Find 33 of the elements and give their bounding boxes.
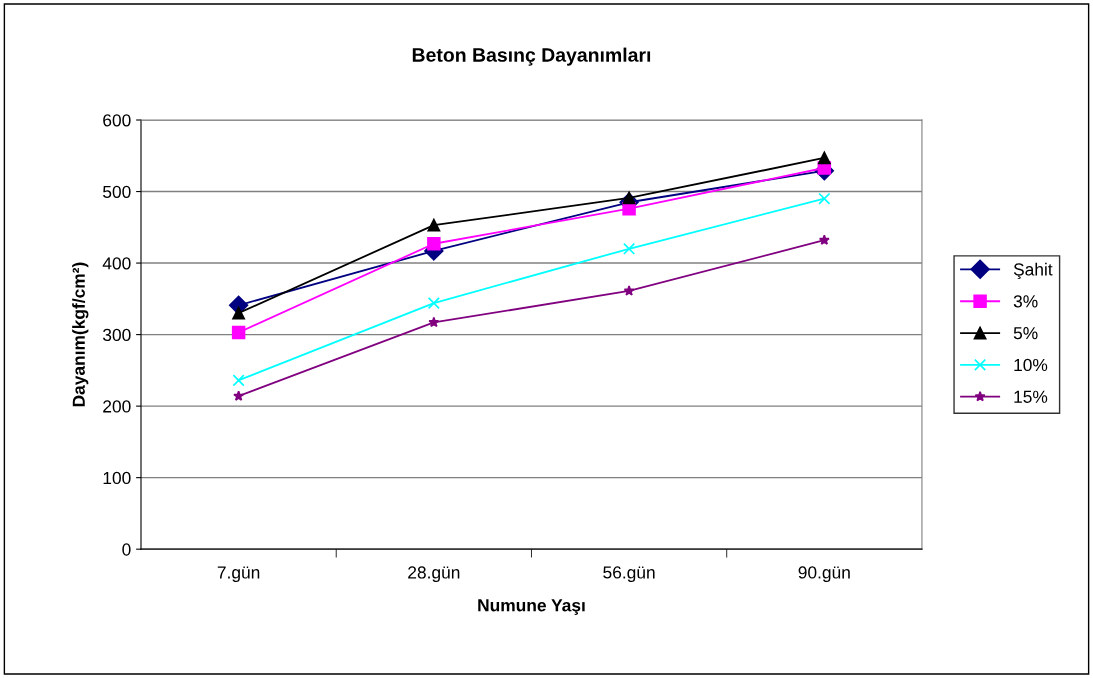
y-tick-label: 0 xyxy=(122,543,131,556)
point xyxy=(427,237,441,251)
point xyxy=(817,151,831,165)
chart-title: Beton Basınç Dayanımları xyxy=(412,47,651,66)
y-tick-label: 400 xyxy=(102,257,131,270)
point xyxy=(622,191,636,205)
point xyxy=(231,325,246,340)
point xyxy=(818,234,830,245)
y-tick-label: 600 xyxy=(103,114,131,127)
y-tick-label: 100 xyxy=(103,471,131,485)
point xyxy=(232,306,246,320)
point xyxy=(428,316,440,328)
x-axis-title: Numune Yaşı xyxy=(478,599,585,615)
x-tick-label: 56.gün xyxy=(603,566,655,583)
point xyxy=(232,374,245,387)
y-tick-label: 500 xyxy=(103,185,131,198)
point xyxy=(818,192,831,205)
legend-label: 3% xyxy=(1013,295,1038,308)
legend-label: 10% xyxy=(1014,358,1048,372)
x-tick-label: 28.gün xyxy=(408,566,460,583)
point xyxy=(623,242,636,255)
legend-label: 5% xyxy=(1013,327,1038,340)
point xyxy=(427,297,440,310)
x-tick-label: 7.gün xyxy=(217,566,260,583)
y-tick-label: 200 xyxy=(103,400,131,413)
point xyxy=(427,218,441,232)
legend-label: Şahit xyxy=(1013,262,1053,280)
x-tick-label: 90.gün xyxy=(798,566,850,583)
point xyxy=(233,390,245,401)
legend-label: 15% xyxy=(1014,390,1048,403)
y-tick-label: 300 xyxy=(102,328,131,342)
point xyxy=(623,285,635,296)
y-axis-title: Dayanım(kgf/cm²) xyxy=(72,262,89,407)
